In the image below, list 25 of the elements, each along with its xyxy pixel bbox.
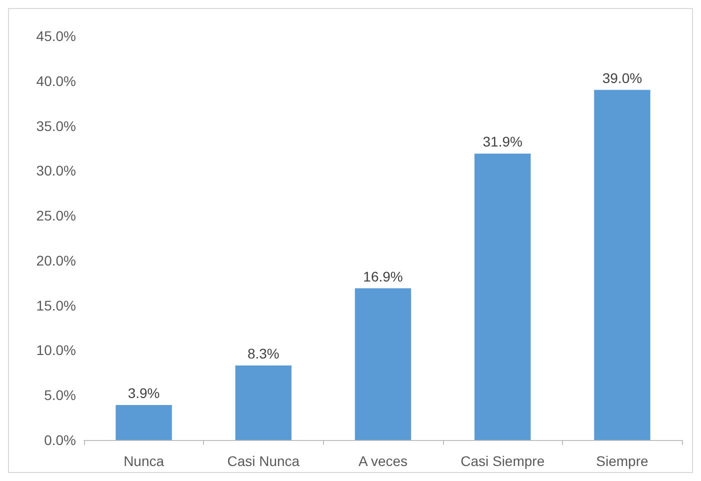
data-label: 16.9% bbox=[363, 268, 403, 284]
x-tick-label: Siempre bbox=[596, 453, 648, 469]
y-tick-label: 10.0% bbox=[36, 342, 76, 358]
y-tick-label: 0.0% bbox=[44, 432, 76, 448]
y-tick-label: 30.0% bbox=[36, 162, 76, 179]
x-tick-label: Casi Siempre bbox=[460, 453, 545, 469]
y-tick-label: 40.0% bbox=[36, 72, 76, 89]
x-tick-label: Nunca bbox=[124, 453, 164, 469]
bar bbox=[474, 154, 531, 440]
x-tick-label: Casi Nunca bbox=[227, 453, 300, 469]
data-label: 39.0% bbox=[602, 70, 642, 86]
bar bbox=[116, 404, 172, 440]
data-label: 8.3% bbox=[247, 345, 280, 362]
bar bbox=[594, 90, 650, 440]
y-tick-label: 35.0% bbox=[36, 118, 76, 134]
data-label: 31.9% bbox=[482, 134, 522, 150]
bar bbox=[235, 365, 292, 440]
x-tick-label: A veces bbox=[358, 453, 408, 469]
y-tick-label: 5.0% bbox=[44, 387, 76, 404]
bar bbox=[354, 288, 412, 440]
y-tick-label: 20.0% bbox=[36, 252, 76, 268]
y-tick-label: 25.0% bbox=[36, 208, 76, 224]
y-tick-label: 15.0% bbox=[36, 297, 76, 314]
y-tick-label: 45.0% bbox=[36, 28, 76, 44]
data-label: 3.9% bbox=[128, 384, 160, 401]
